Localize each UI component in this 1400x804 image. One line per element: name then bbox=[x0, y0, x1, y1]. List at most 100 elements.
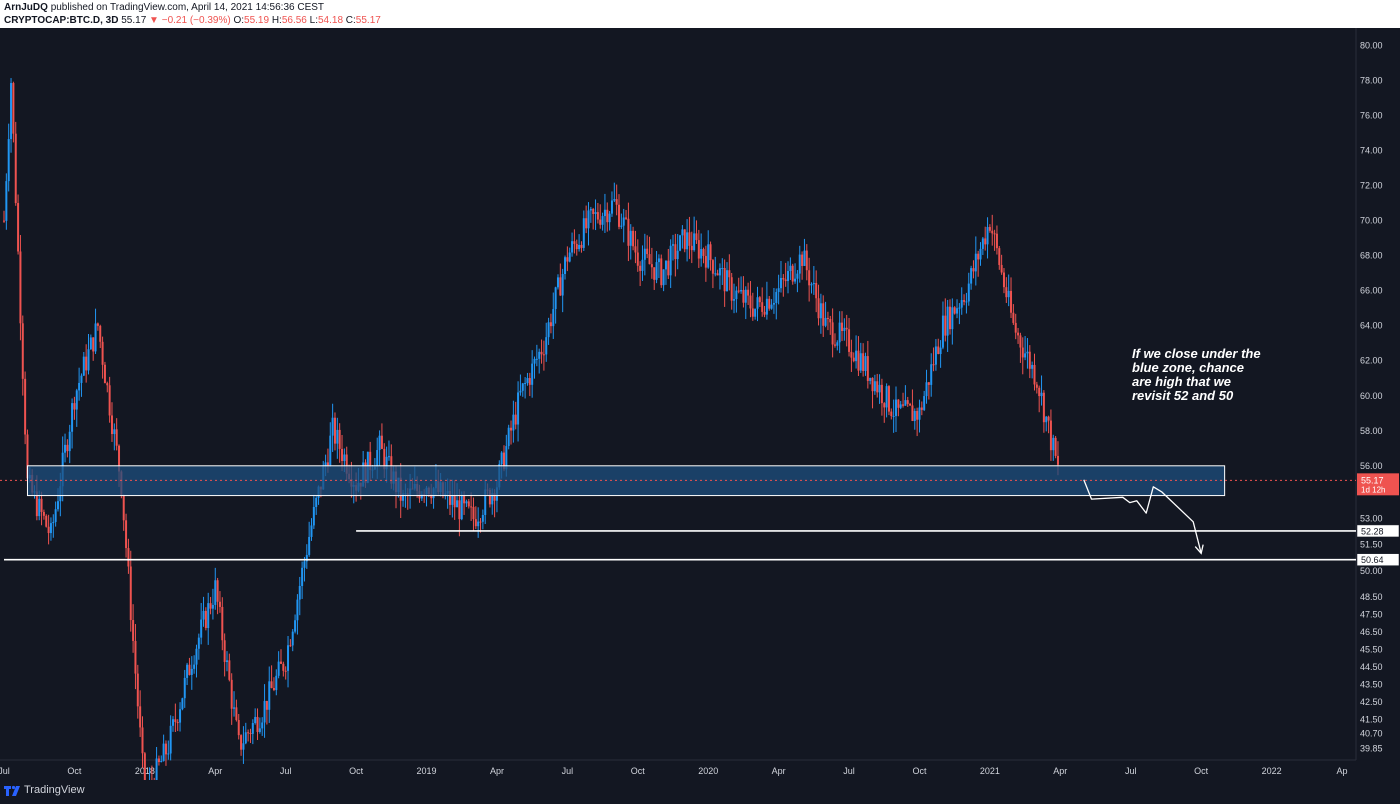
candle-body bbox=[249, 733, 252, 735]
candle-body bbox=[824, 317, 827, 326]
candle-body bbox=[108, 385, 111, 416]
y-tick-label: 39.85 bbox=[1360, 744, 1383, 754]
tradingview-icon bbox=[4, 785, 20, 796]
candle-body bbox=[176, 722, 179, 724]
candle-body bbox=[970, 268, 973, 284]
chart-background bbox=[0, 28, 1400, 780]
candle-body bbox=[603, 209, 606, 217]
candle-body bbox=[812, 282, 815, 285]
candle-body bbox=[272, 687, 275, 691]
candle-body bbox=[380, 435, 383, 449]
candle-body bbox=[456, 500, 459, 508]
candle-body bbox=[157, 758, 160, 763]
candle-body bbox=[1005, 287, 1008, 298]
tradingview-logo[interactable]: TradingView bbox=[4, 784, 85, 796]
candle-body bbox=[510, 427, 513, 431]
price-chart[interactable]: 80.00 78.00 76.00 74.00 72.00 70.00 68.00 66.00… bbox=[0, 28, 1400, 780]
candle-body bbox=[296, 599, 299, 621]
candle-body bbox=[12, 83, 15, 134]
candle-body bbox=[275, 675, 278, 691]
candle-body bbox=[876, 381, 879, 393]
candle-body bbox=[186, 664, 189, 678]
candle-body bbox=[683, 229, 686, 250]
candle-body bbox=[127, 548, 130, 567]
candle-body bbox=[817, 298, 820, 319]
x-tick-label: Jul bbox=[280, 766, 292, 776]
candle-body bbox=[1000, 264, 1003, 273]
candle-body bbox=[451, 495, 454, 505]
candle-body bbox=[479, 521, 482, 523]
candle-body bbox=[547, 322, 550, 338]
candle-body bbox=[639, 265, 642, 271]
candle-body bbox=[514, 414, 517, 425]
candle-body bbox=[45, 515, 48, 527]
candle-body bbox=[880, 384, 883, 404]
candle-body bbox=[500, 452, 503, 465]
candle-body bbox=[179, 709, 182, 723]
publish-line: ArnJuDQ published on TradingView.com, Ap… bbox=[4, 2, 324, 13]
candle-body bbox=[75, 390, 78, 410]
candle-body bbox=[636, 252, 639, 266]
candle-body bbox=[336, 429, 339, 444]
candle-body bbox=[958, 307, 961, 309]
candle-body bbox=[747, 289, 750, 296]
candle-body bbox=[963, 300, 966, 302]
candle-body bbox=[552, 309, 555, 327]
candle-body bbox=[709, 244, 712, 261]
candle-body bbox=[549, 322, 552, 327]
price-change: −0.21 (−0.39%) bbox=[161, 15, 231, 26]
candle-body bbox=[308, 536, 311, 555]
candle-body bbox=[937, 346, 940, 355]
candle-body bbox=[226, 660, 228, 662]
candle-body bbox=[622, 217, 625, 226]
candle-body bbox=[341, 448, 344, 462]
candle-body bbox=[599, 219, 602, 225]
candle-body bbox=[1056, 455, 1059, 465]
candle-body bbox=[758, 297, 761, 303]
level-price-label: 50.64 bbox=[1361, 555, 1384, 565]
x-tick-label: Apr bbox=[208, 766, 222, 776]
candle-body bbox=[3, 220, 5, 222]
candle-body bbox=[641, 259, 644, 271]
candle-body bbox=[681, 229, 684, 236]
candle-body bbox=[134, 640, 137, 674]
candle-body bbox=[472, 506, 475, 520]
candle-body bbox=[1002, 272, 1005, 288]
candle-body bbox=[1042, 392, 1045, 423]
candle-body bbox=[256, 716, 259, 732]
candle-body bbox=[948, 306, 951, 330]
candle-body bbox=[87, 349, 90, 371]
candle-body bbox=[169, 725, 172, 754]
candle-body bbox=[866, 356, 869, 381]
candle-body bbox=[265, 700, 268, 710]
candle-body bbox=[995, 233, 998, 249]
candle-body bbox=[993, 233, 996, 235]
candle-body bbox=[836, 342, 839, 346]
candle-body bbox=[420, 494, 423, 499]
candle-body bbox=[542, 354, 545, 356]
x-tick-label: 2022 bbox=[1262, 766, 1282, 776]
candle-body bbox=[864, 356, 867, 371]
x-tick-label: Apr bbox=[490, 766, 504, 776]
candle-body bbox=[679, 235, 682, 251]
candle-body bbox=[643, 248, 646, 260]
high-label: H: bbox=[271, 15, 282, 26]
candle-body bbox=[101, 341, 104, 365]
candle-body bbox=[895, 399, 897, 416]
candle-body bbox=[798, 254, 801, 274]
candle-body bbox=[378, 435, 381, 451]
annotation-text: are high that we bbox=[1132, 374, 1231, 389]
candle-body bbox=[211, 604, 214, 609]
candle-body bbox=[815, 282, 818, 299]
publisher-name[interactable]: ArnJuDQ bbox=[4, 2, 48, 13]
x-tick-label: Jul bbox=[0, 766, 10, 776]
candle-body bbox=[751, 308, 754, 317]
candle-body bbox=[883, 403, 886, 408]
candle-body bbox=[345, 454, 348, 474]
candle-body bbox=[507, 427, 510, 447]
candle-body bbox=[909, 403, 912, 406]
candle-body bbox=[1054, 437, 1057, 456]
candle-body bbox=[531, 363, 534, 385]
annotation-text: blue zone, chance bbox=[1132, 360, 1244, 375]
candle-body bbox=[287, 645, 290, 671]
